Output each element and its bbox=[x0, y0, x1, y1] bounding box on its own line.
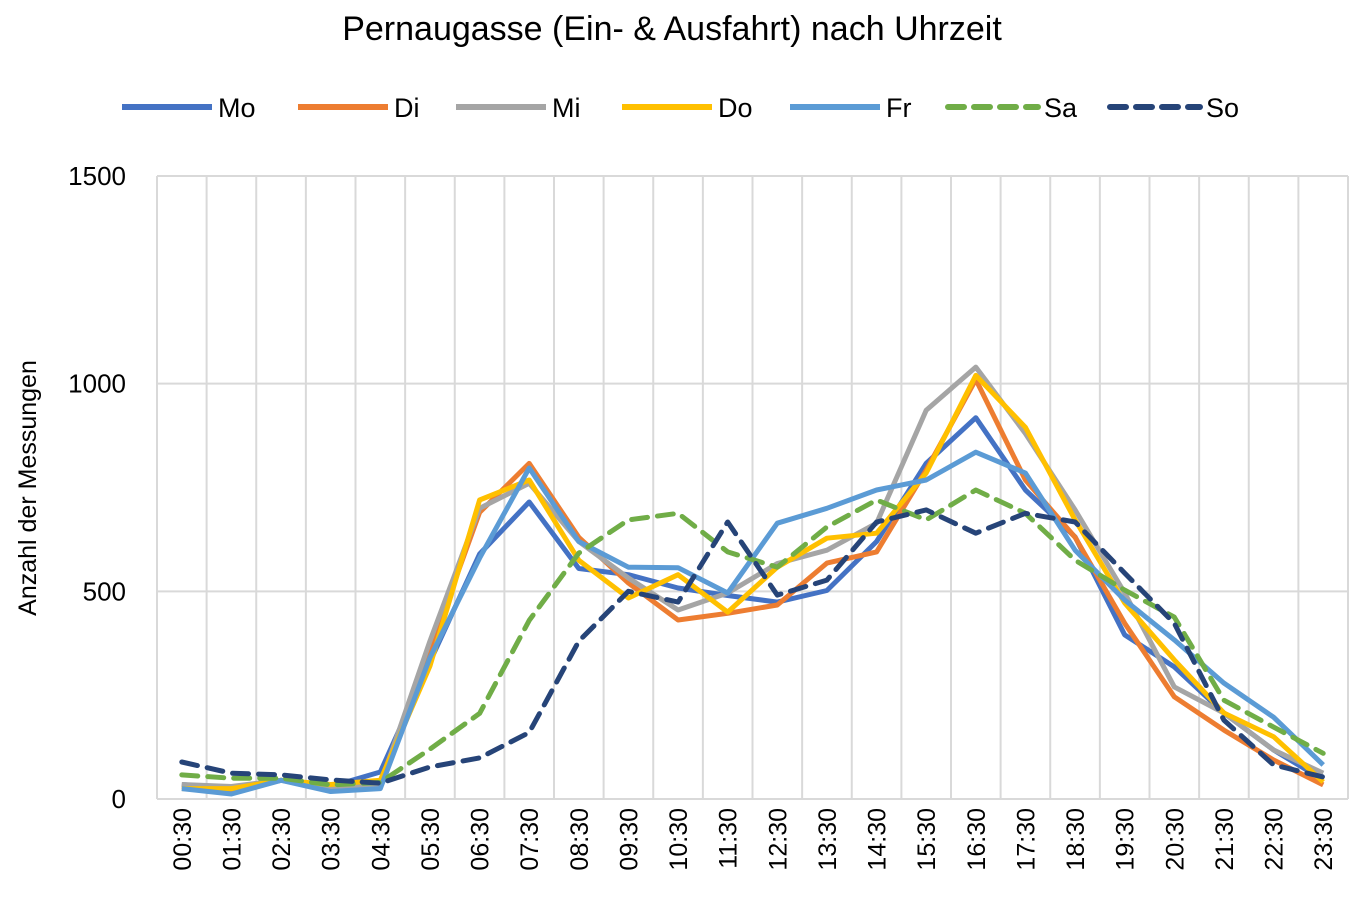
x-tick-label: 16:30 bbox=[963, 808, 991, 871]
x-tick-label: 08:30 bbox=[566, 808, 594, 871]
x-tick-label: 20:30 bbox=[1161, 808, 1189, 871]
legend-label-sa: Sa bbox=[1044, 93, 1078, 123]
y-tick-label: 0 bbox=[112, 784, 126, 814]
x-tick-label: 22:30 bbox=[1261, 808, 1289, 871]
x-tick-label: 21:30 bbox=[1211, 808, 1239, 871]
x-tick-label: 02:30 bbox=[268, 808, 296, 871]
series-lines bbox=[179, 364, 1326, 797]
x-tick-label: 03:30 bbox=[318, 808, 346, 871]
y-axis-label: Anzahl der Messungen bbox=[14, 360, 42, 616]
x-tick-label: 18:30 bbox=[1062, 808, 1090, 871]
x-tick-label: 00:30 bbox=[169, 808, 197, 871]
y-axis-ticks: 0 500 1000 1500 bbox=[68, 161, 126, 814]
x-tick-label: 07:30 bbox=[516, 808, 544, 871]
x-tick-label: 10:30 bbox=[665, 808, 693, 871]
legend-label-do: Do bbox=[718, 93, 753, 123]
y-tick-label: 1500 bbox=[68, 161, 126, 191]
y-tick-label: 1000 bbox=[68, 369, 126, 399]
x-tick-label: 11:30 bbox=[715, 808, 743, 869]
x-tick-label: 13:30 bbox=[814, 808, 842, 871]
x-tick-label: 04:30 bbox=[367, 808, 395, 871]
chart-title: Pernaugasse (Ein- & Ausfahrt) nach Uhrze… bbox=[342, 10, 1002, 48]
x-tick-label: 09:30 bbox=[615, 808, 643, 871]
x-tick-label: 01:30 bbox=[218, 808, 246, 871]
x-tick-label: 23:30 bbox=[1310, 808, 1338, 871]
legend: Mo Di Mi Do Fr Sa So bbox=[122, 93, 1239, 123]
series-line-so bbox=[179, 507, 1326, 786]
x-tick-label: 05:30 bbox=[417, 808, 445, 871]
x-tick-label: 06:30 bbox=[467, 808, 495, 871]
y-tick-label: 500 bbox=[83, 576, 126, 606]
gridlines bbox=[156, 175, 1349, 800]
legend-label-mi: Mi bbox=[552, 93, 581, 123]
x-tick-label: 15:30 bbox=[913, 808, 941, 871]
x-tick-label: 14:30 bbox=[864, 808, 892, 871]
x-tick-label: 17:30 bbox=[1012, 808, 1040, 871]
legend-label-fr: Fr bbox=[886, 93, 911, 123]
x-tick-label: 19:30 bbox=[1112, 808, 1140, 871]
x-axis-ticks: 00:30 01:30 02:30 03:30 04:30 05:30 06:30 07:30… bbox=[169, 808, 1338, 871]
legend-label-di: Di bbox=[394, 93, 420, 123]
legend-label-mo: Mo bbox=[218, 93, 256, 123]
legend-label-so: So bbox=[1206, 93, 1239, 123]
series-line-mo bbox=[181, 415, 1325, 792]
x-tick-label: 12:30 bbox=[764, 808, 792, 871]
